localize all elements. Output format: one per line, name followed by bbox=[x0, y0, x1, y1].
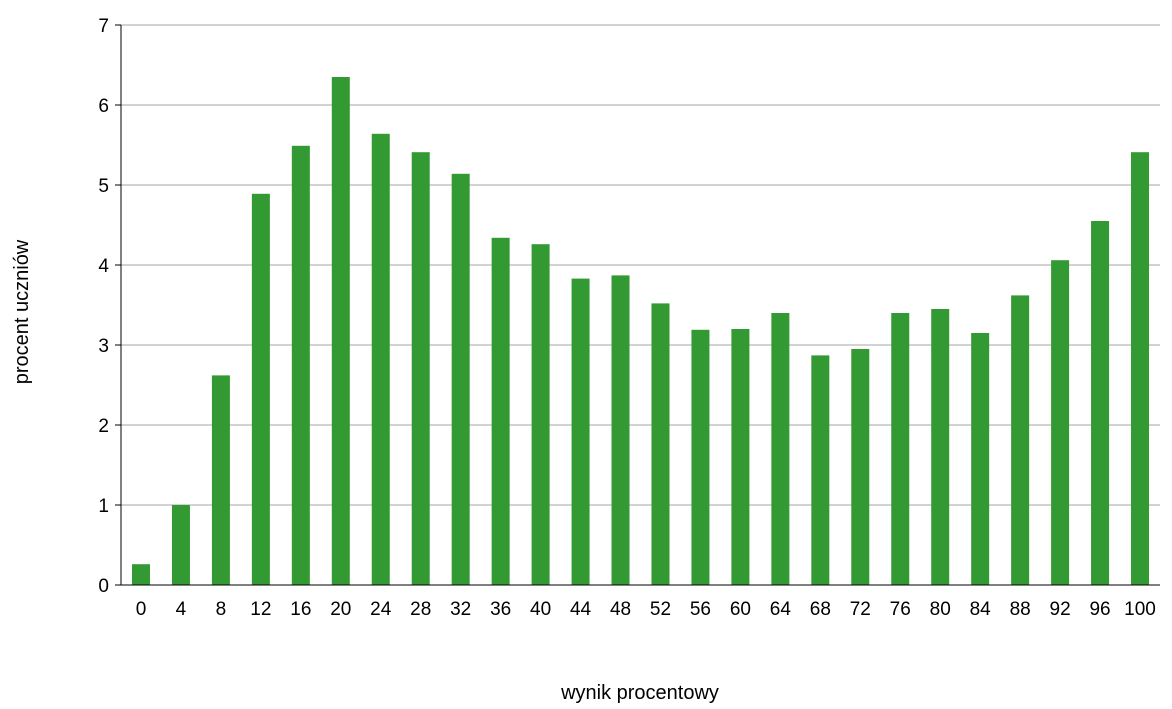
x-tick-label: 44 bbox=[570, 599, 592, 620]
x-tick-label: 64 bbox=[770, 599, 792, 620]
bar-92 bbox=[1051, 260, 1070, 585]
bar-20 bbox=[331, 77, 350, 585]
bar-8 bbox=[211, 375, 230, 585]
x-tick-label: 24 bbox=[370, 599, 392, 620]
x-tick-label: 0 bbox=[136, 599, 147, 620]
bar-12 bbox=[251, 193, 270, 586]
x-tick-label: 36 bbox=[490, 599, 511, 620]
x-tick-label: 88 bbox=[1010, 599, 1031, 620]
y-tick-label: 6 bbox=[98, 96, 109, 117]
bar-68 bbox=[811, 355, 830, 585]
bar-60 bbox=[731, 329, 750, 585]
x-tick-label: 72 bbox=[850, 599, 871, 620]
x-tick-label: 84 bbox=[970, 599, 992, 620]
axes bbox=[115, 24, 1160, 586]
x-tick-label: 60 bbox=[730, 599, 751, 620]
x-tick-labels: 0 4 8 12 16 20 24 28 32 36 40 44 48 52 56 60 64 68 72 76 80 8… bbox=[136, 599, 1156, 620]
y-tick-label: 4 bbox=[98, 256, 109, 277]
bar-88 bbox=[1011, 295, 1030, 585]
x-tick-label: 68 bbox=[810, 599, 831, 620]
bar-64 bbox=[771, 313, 790, 585]
bar-76 bbox=[891, 313, 910, 585]
x-tick-label: 20 bbox=[330, 599, 351, 620]
x-tick-label: 32 bbox=[450, 599, 471, 620]
x-tick-label: 16 bbox=[290, 599, 311, 620]
y-tick-label: 5 bbox=[98, 176, 109, 197]
bar-56 bbox=[691, 329, 710, 585]
x-axis-title: wynik procentowy bbox=[560, 682, 719, 704]
gridlines bbox=[121, 24, 1160, 506]
y-tick-label: 0 bbox=[98, 576, 109, 597]
x-tick-label: 92 bbox=[1050, 599, 1071, 620]
y-tick-label: 2 bbox=[98, 416, 109, 437]
y-axis-title: procent uczniów bbox=[11, 239, 33, 384]
bar-40 bbox=[531, 244, 550, 585]
bar-72 bbox=[851, 349, 870, 585]
bar-80 bbox=[931, 309, 950, 585]
y-tick-label: 1 bbox=[98, 496, 109, 517]
x-tick-label: 28 bbox=[410, 599, 431, 620]
bar-100 bbox=[1131, 152, 1150, 585]
x-tick-label: 80 bbox=[930, 599, 951, 620]
bar-48 bbox=[611, 275, 630, 585]
bar-36 bbox=[491, 237, 510, 586]
y-tick-labels: 0 1 2 3 4 5 6 7 bbox=[98, 16, 109, 597]
bar-32 bbox=[451, 173, 470, 586]
x-tick-label: 40 bbox=[530, 599, 551, 620]
x-tick-label: 8 bbox=[216, 599, 227, 620]
bars bbox=[131, 77, 1150, 586]
bar-24 bbox=[371, 133, 390, 586]
y-tick-label: 3 bbox=[98, 336, 109, 357]
x-tick-label: 48 bbox=[610, 599, 631, 620]
bar-28 bbox=[411, 152, 430, 585]
x-tick-label: 12 bbox=[250, 599, 271, 620]
bar-84 bbox=[971, 333, 990, 585]
bar-44 bbox=[571, 278, 590, 585]
x-tick-label: 96 bbox=[1089, 599, 1110, 620]
bar-96 bbox=[1091, 221, 1110, 585]
bar-4 bbox=[171, 505, 190, 585]
x-tick-label: 100 bbox=[1124, 599, 1156, 620]
x-tick-label: 52 bbox=[650, 599, 671, 620]
x-tick-label: 4 bbox=[176, 599, 187, 620]
bar-52 bbox=[651, 303, 670, 585]
x-tick-label: 76 bbox=[890, 599, 911, 620]
bar-0 bbox=[131, 564, 150, 585]
bar-16 bbox=[291, 145, 310, 586]
y-tick-label: 7 bbox=[98, 16, 109, 37]
x-tick-label: 56 bbox=[690, 599, 711, 620]
